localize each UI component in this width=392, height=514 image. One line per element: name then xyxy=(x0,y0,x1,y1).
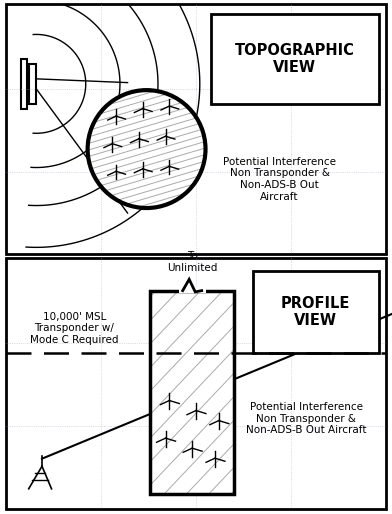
Bar xyxy=(253,270,379,353)
Ellipse shape xyxy=(88,90,205,208)
Text: PROFILE
VIEW: PROFILE VIEW xyxy=(281,296,350,328)
Bar xyxy=(151,290,234,494)
Text: Potential Interference
Non Transponder &
Non-ADS-B Out Aircraft: Potential Interference Non Transponder &… xyxy=(246,402,367,435)
Text: To
Unlimited: To Unlimited xyxy=(167,251,218,272)
Bar xyxy=(21,59,27,109)
Bar xyxy=(29,64,36,104)
Bar xyxy=(151,290,234,494)
Bar xyxy=(211,14,379,104)
Text: 10,000' MSL
Transponder w/
Mode C Required: 10,000' MSL Transponder w/ Mode C Requir… xyxy=(30,311,118,345)
Bar xyxy=(179,287,205,293)
Text: TOPOGRAPHIC
VIEW: TOPOGRAPHIC VIEW xyxy=(235,43,355,75)
Text: Potential Interference
Non Transponder &
Non-ADS-B Out
Aircraft: Potential Interference Non Transponder &… xyxy=(223,157,336,201)
